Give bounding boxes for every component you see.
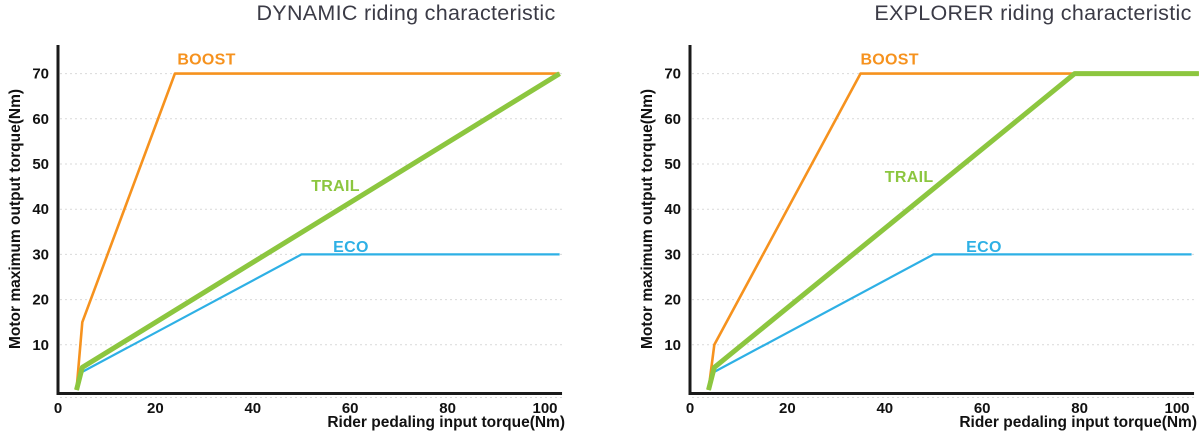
x-tick-label: 0: [686, 400, 694, 417]
series-label-trail: TRAIL: [311, 178, 360, 195]
y-tick-label: 60: [664, 111, 681, 128]
plot-area: 0 20 40 60 80 100 10 20 30 40 50 60 70 ECO BOOST TRAIL: [32, 45, 563, 417]
plot-area: 0 20 40 60 80 100 10 20 30 40 50 60 70 ECO BOOST TRAIL: [664, 45, 1199, 417]
series-label-boost: BOOST: [860, 52, 918, 69]
y-tick-label: 50: [32, 156, 49, 173]
series-line-trail: [706, 71, 1199, 391]
series-line-eco: [75, 253, 560, 391]
chart-title: DYNAMIC riding characteristic: [256, 1, 556, 25]
series-label-trail: TRAIL: [885, 169, 934, 186]
y-tick-label: 30: [664, 246, 681, 263]
x-axis-title: Rider pedaling input torque(Nm): [959, 414, 1197, 431]
y-tick-label: 40: [664, 201, 681, 218]
chart-explorer: EXPLORER riding characteristic Motor max…: [600, 0, 1200, 438]
y-tick-label: 10: [32, 337, 49, 354]
x-tick-label: 40: [876, 400, 893, 417]
series-label-eco: ECO: [333, 239, 369, 256]
x-tick-label: 80: [439, 400, 456, 417]
series-line-trail: [74, 71, 561, 391]
x-tick-label: 20: [147, 400, 164, 417]
chart-dynamic: DYNAMIC riding characteristic Motor maxi…: [7, 1, 565, 431]
series-label-eco: ECO: [966, 239, 1002, 256]
x-tick-label: 100: [532, 400, 557, 417]
series-label-boost: BOOST: [177, 52, 235, 69]
x-tick-label: 60: [342, 400, 359, 417]
y-tick-label: 50: [664, 156, 681, 173]
y-tick-label: 70: [32, 66, 49, 83]
x-tick-label: 100: [1164, 400, 1189, 417]
y-tick-label: 70: [664, 66, 681, 83]
y-tick-label: 20: [664, 292, 681, 309]
x-tick-label: 40: [244, 400, 261, 417]
x-tick-label: 60: [974, 400, 991, 417]
x-tick-label: 20: [779, 400, 796, 417]
x-tick-label: 80: [1071, 400, 1088, 417]
series-line-boost: [75, 72, 560, 391]
y-tick-label: 40: [32, 201, 49, 218]
series-line-boost: [707, 72, 1199, 391]
x-tick-label: 0: [54, 400, 62, 417]
y-tick-label: 20: [32, 292, 49, 309]
chart-title: EXPLORER riding characteristic: [874, 1, 1192, 25]
x-axis-title: Rider pedaling input torque(Nm): [327, 414, 565, 431]
y-tick-label: 30: [32, 246, 49, 263]
y-tick-label: 10: [664, 337, 681, 354]
series-line-eco: [707, 253, 1192, 391]
y-tick-label: 60: [32, 111, 49, 128]
